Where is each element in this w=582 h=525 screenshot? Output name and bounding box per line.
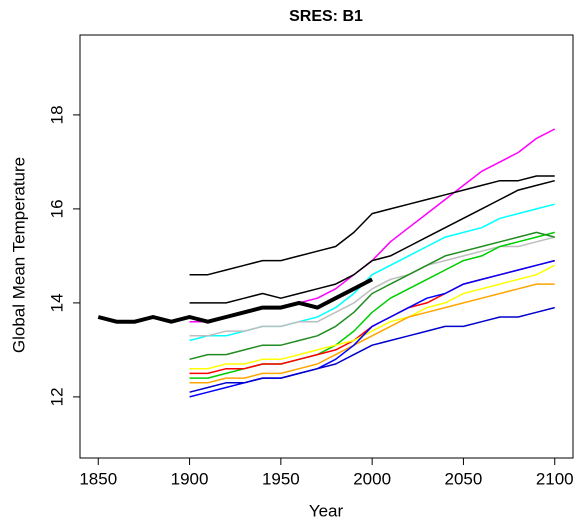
- plot-frame: [79, 34, 574, 459]
- series-line: [189, 283, 555, 384]
- series-line: [189, 306, 555, 393]
- series-line: [189, 175, 555, 276]
- series-line: [189, 179, 555, 304]
- series-line: [97, 277, 374, 324]
- series-line: [189, 231, 555, 361]
- series-line: [189, 236, 555, 337]
- chart-title: SRES: B1: [289, 8, 363, 25]
- y-tick-label: 18: [47, 105, 66, 124]
- x-tick-label: 1950: [262, 469, 300, 488]
- series-line: [189, 203, 555, 342]
- x-tick-label: 2100: [536, 469, 574, 488]
- x-tick-label: 1900: [171, 469, 209, 488]
- y-tick-label: 12: [47, 387, 66, 406]
- y-tick-label: 14: [47, 293, 66, 312]
- y-tick-label: 16: [47, 199, 66, 218]
- x-tick-label: 2050: [445, 469, 483, 488]
- y-axis-label: Global Mean Temperature: [9, 157, 28, 353]
- x-tick-label: 2000: [353, 469, 391, 488]
- x-axis-label: Year: [309, 501, 344, 520]
- series-line: [189, 231, 555, 379]
- x-tick-label: 1850: [79, 469, 117, 488]
- series-line: [189, 264, 556, 370]
